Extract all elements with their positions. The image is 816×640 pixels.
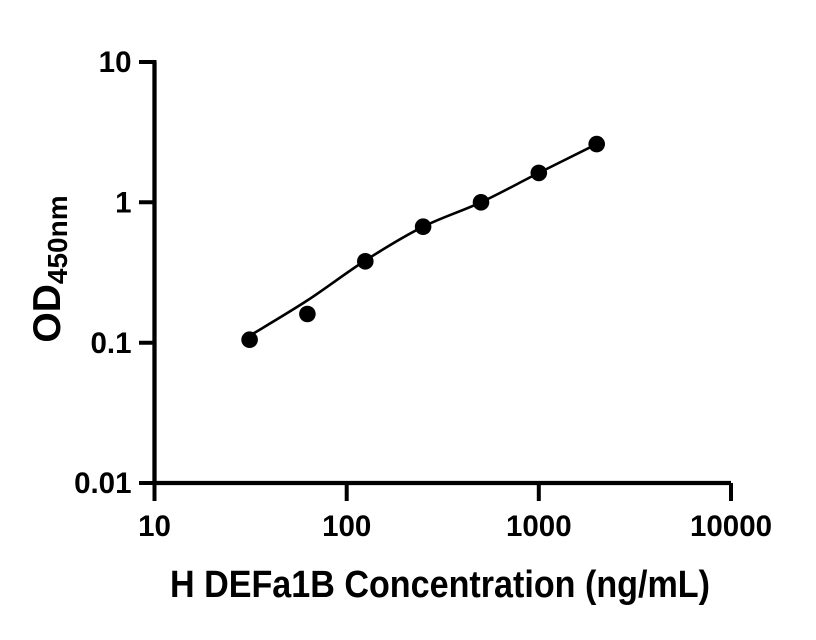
y-tick-label: 10 [99, 46, 132, 79]
y-tick-label: 0.01 [74, 467, 131, 500]
y-tick-label: 1 [115, 187, 131, 220]
axes [152, 62, 731, 486]
y-tick-label: 0.1 [90, 327, 131, 360]
data-point [299, 305, 316, 323]
data-point [530, 164, 548, 182]
data-points [241, 135, 605, 349]
data-point [414, 218, 432, 235]
x-axis-ticks: 10 100 1000 10000 [138, 483, 772, 543]
x-tick-label: 10000 [690, 510, 772, 543]
y-axis-title-subscript: 450nm [42, 195, 73, 284]
x-tick-label: 1000 [506, 510, 572, 543]
data-point [472, 194, 490, 211]
axis-spine [152, 62, 731, 486]
x-axis-title: H DEFa1B Concentration (ng/mL) [170, 564, 710, 606]
data-point [357, 252, 374, 270]
x-tick-label: 100 [322, 510, 371, 543]
x-tick-label: 10 [138, 510, 171, 543]
data-point [241, 331, 258, 349]
y-axis-title: OD450nm [26, 195, 73, 342]
data-point [588, 135, 605, 153]
y-axis-ticks: 10 1 0.1 0.01 [74, 46, 157, 500]
y-axis-title-main: OD [26, 284, 69, 343]
